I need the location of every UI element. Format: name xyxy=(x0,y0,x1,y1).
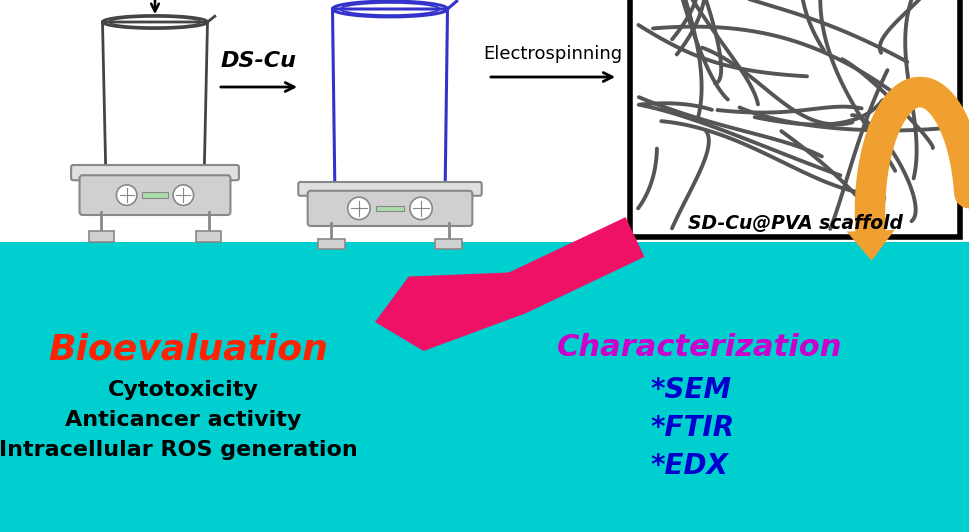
Polygon shape xyxy=(375,217,643,351)
Ellipse shape xyxy=(114,148,196,162)
Circle shape xyxy=(347,197,370,220)
Text: Anticancer activity: Anticancer activity xyxy=(65,410,301,430)
Text: *EDX: *EDX xyxy=(649,452,727,480)
Circle shape xyxy=(116,185,137,205)
Polygon shape xyxy=(339,81,440,173)
FancyBboxPatch shape xyxy=(298,182,482,196)
Bar xyxy=(89,231,114,242)
Text: Intracellular ROS generation: Intracellular ROS generation xyxy=(0,440,357,460)
FancyBboxPatch shape xyxy=(79,175,231,215)
Text: Electrospinning: Electrospinning xyxy=(483,45,622,63)
Bar xyxy=(0,0,969,242)
Ellipse shape xyxy=(339,73,440,88)
Bar xyxy=(629,0,959,237)
Bar xyxy=(376,206,403,211)
Circle shape xyxy=(172,185,194,205)
FancyBboxPatch shape xyxy=(307,191,472,226)
Text: Bioevaluation: Bioevaluation xyxy=(48,333,328,367)
Polygon shape xyxy=(114,80,196,155)
Polygon shape xyxy=(846,230,893,261)
Text: *SEM: *SEM xyxy=(649,376,731,404)
Polygon shape xyxy=(332,9,447,184)
Text: SD-Cu@PVA scaffold: SD-Cu@PVA scaffold xyxy=(687,213,901,232)
Bar xyxy=(0,242,969,532)
Bar xyxy=(434,239,462,249)
Polygon shape xyxy=(103,22,207,167)
Circle shape xyxy=(410,197,432,220)
Text: Characterization: Characterization xyxy=(556,332,842,362)
Ellipse shape xyxy=(114,73,196,87)
Text: Cytotoxicity: Cytotoxicity xyxy=(108,380,258,400)
Bar xyxy=(196,231,221,242)
Ellipse shape xyxy=(339,166,440,181)
FancyBboxPatch shape xyxy=(71,165,238,180)
Bar xyxy=(142,192,168,198)
Bar xyxy=(317,239,345,249)
Text: *FTIR: *FTIR xyxy=(649,414,734,442)
Text: DS-Cu: DS-Cu xyxy=(221,51,297,71)
